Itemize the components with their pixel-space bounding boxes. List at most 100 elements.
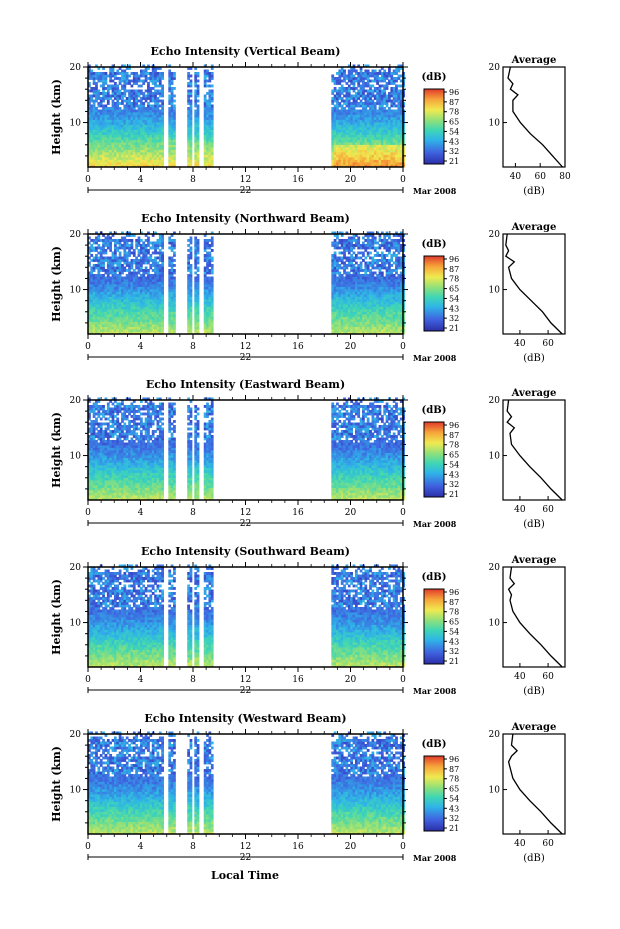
heatmap-cell [135, 299, 139, 302]
heatmap-cell [210, 329, 214, 332]
heatmap-cell [206, 291, 209, 295]
heatmap-cell [383, 159, 387, 163]
heatmap-cell [99, 259, 103, 262]
heatmap-cell [392, 94, 396, 98]
heatmap-cell [139, 112, 143, 115]
heatmap-cell [125, 294, 129, 297]
heatmap-cell [333, 159, 337, 163]
heatmap-cell [189, 321, 193, 325]
heatmap-cell [111, 316, 115, 320]
heatmap-cell [359, 154, 363, 158]
heatmap-cell [170, 256, 174, 260]
heatmap-cell [343, 289, 346, 292]
heatmap-cell [121, 316, 124, 320]
heatmap-cell [196, 149, 200, 153]
heatmap-cell [116, 294, 120, 297]
heatmap-cell [99, 296, 103, 300]
heatmap-cell [336, 82, 339, 85]
heatmap-cell [196, 259, 200, 262]
heatmap-cell [154, 144, 157, 148]
heatmap-cell [350, 104, 353, 108]
heatmap-cell [206, 157, 209, 160]
heatmap-cell [371, 139, 375, 143]
heatmap-cell [97, 236, 101, 240]
heatmap-cell [125, 129, 129, 133]
heatmap-cell [90, 246, 94, 250]
heatmap-cell [116, 246, 120, 250]
heatmap-cell [116, 304, 120, 307]
heatmap-cell [102, 289, 105, 292]
heatmap-cell [106, 119, 110, 123]
heatmap-cell [137, 264, 141, 267]
heatmap-cell [371, 299, 375, 302]
heatmap-cell [333, 144, 337, 148]
heatmap-cell [102, 134, 105, 138]
heatmap-cell [104, 129, 108, 133]
heatmap-cell [158, 274, 162, 277]
heatmap-cell [88, 99, 91, 103]
heatmap-cell [147, 107, 150, 110]
heatmap-cell [359, 314, 363, 317]
heatmap-cell [208, 251, 212, 255]
heatmap-cell [350, 291, 353, 295]
heatmap-cell [99, 77, 103, 80]
heatmap-cell [206, 132, 209, 135]
heatmap-cell [345, 316, 349, 320]
heatmap-cell [139, 162, 143, 165]
heatmap-cell [343, 264, 346, 267]
heatmap-cell [383, 124, 387, 128]
heatmap-cell [357, 92, 361, 95]
heatmap-cell [168, 236, 172, 240]
heatmap-cell [208, 114, 212, 118]
heatmap-cell [397, 162, 401, 165]
heatmap-cell [90, 296, 94, 300]
heatmap-cell [371, 279, 375, 282]
heatmap-cell [194, 241, 198, 245]
heatmap-cell [123, 154, 127, 158]
heatmap-cell [366, 316, 370, 320]
heatmap-cell [340, 124, 344, 128]
heatmap-cell [210, 152, 214, 155]
heatmap-cell [92, 284, 96, 287]
heatmap-cell [359, 127, 363, 130]
heatmap-cell [132, 79, 136, 83]
heatmap-cell [378, 276, 382, 280]
heatmap-cell [118, 162, 122, 165]
heatmap-cell [340, 284, 344, 287]
heatmap-cell [378, 134, 382, 138]
heatmap-cell [350, 289, 353, 292]
heatmap-cell [125, 286, 129, 290]
colorbar-tick-label: 65 [449, 118, 459, 127]
heatmap-cell [357, 132, 361, 135]
heatmap-cell [345, 159, 349, 163]
heatmap-cell [347, 134, 351, 138]
heatmap-cell [369, 269, 372, 272]
heatmap-cell [99, 256, 103, 260]
heatmap-cell [343, 77, 346, 80]
heatmap-cell [111, 301, 115, 305]
heatmap-cell [104, 284, 108, 287]
heatmap-cell [161, 274, 164, 277]
heatmap-cell [194, 77, 198, 80]
heatmap-cell [347, 164, 351, 168]
heatmap-cell [173, 119, 176, 123]
heatmap-cell [196, 162, 200, 165]
heatmap-cell [147, 326, 150, 330]
heatmap-cell [168, 87, 172, 90]
heatmap-cell [130, 296, 134, 300]
heatmap-cell [173, 142, 176, 145]
heatmap-cell [343, 309, 346, 312]
heatmap-cell [350, 266, 353, 270]
heatmap-cell [135, 326, 139, 330]
heatmap-cell [168, 274, 172, 277]
heatmap-cell [354, 144, 358, 148]
heatmap-cell [189, 289, 193, 292]
heatmap-cell [357, 331, 361, 335]
heatmap-cell [371, 244, 375, 247]
heatmap-cell [170, 271, 174, 275]
heatmap-cell [113, 72, 117, 75]
heatmap-cell [388, 127, 391, 130]
heatmap-cell [385, 97, 389, 100]
heatmap-cell [137, 301, 141, 305]
heatmap-cell [206, 276, 209, 280]
